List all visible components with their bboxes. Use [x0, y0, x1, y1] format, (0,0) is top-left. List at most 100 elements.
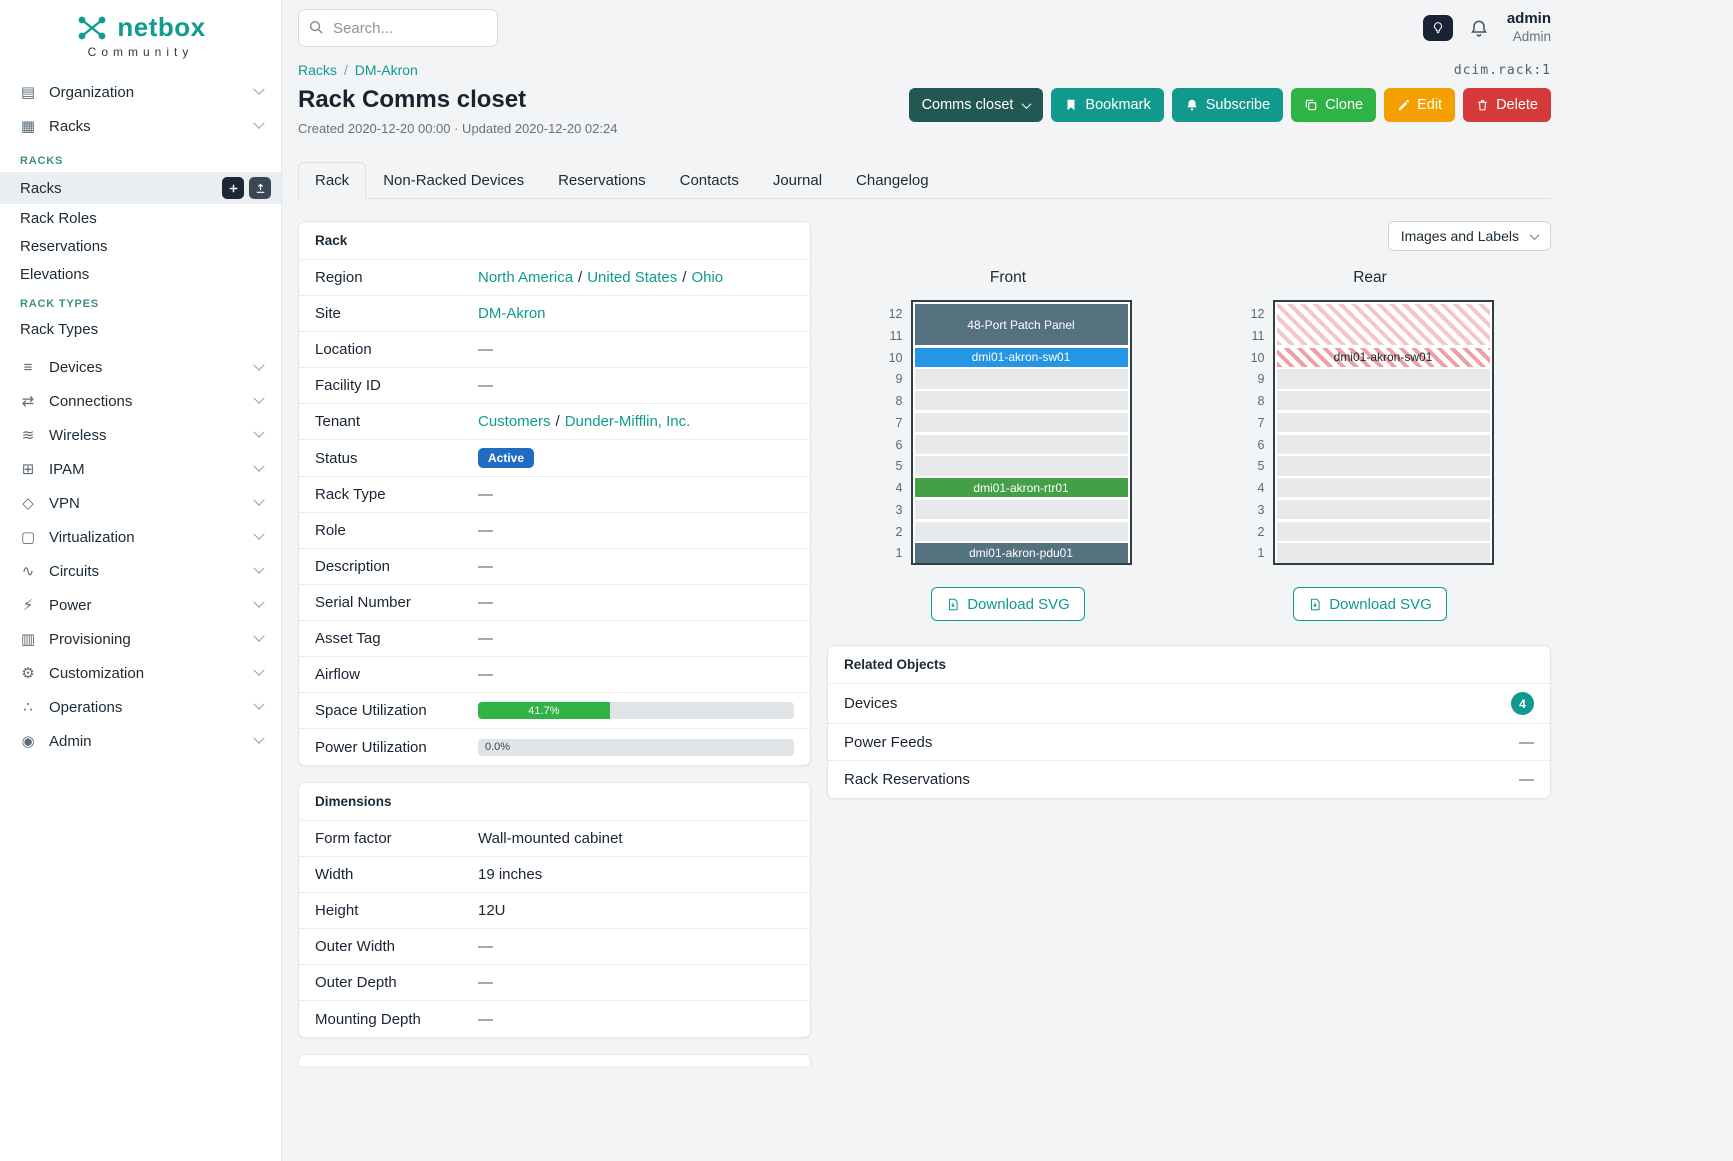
- rack-device-hatched: [1276, 304, 1490, 345]
- empty-unit-slot[interactable]: [914, 369, 1128, 389]
- space-utilization-bar: 41.7%: [478, 702, 794, 719]
- status-badge: Active: [478, 448, 535, 468]
- sidebar-item-ipam[interactable]: ⊞ IPAM: [0, 452, 281, 486]
- rack-device-dmi01-akron-sw01[interactable]: dmi01-akron-sw01: [914, 347, 1128, 367]
- sidebar-item-organization[interactable]: ▤ Organization: [0, 75, 281, 109]
- empty-unit-slot[interactable]: [914, 521, 1128, 541]
- theme-toggle-button[interactable]: [1422, 15, 1453, 41]
- sidebar-item-connections[interactable]: ⇄ Connections: [0, 384, 281, 418]
- empty-unit-slot[interactable]: [1276, 391, 1490, 411]
- download-svg-rear-button[interactable]: Download SVG: [1293, 587, 1447, 621]
- elevation-display-select[interactable]: Images and Labels: [1387, 221, 1551, 251]
- empty-unit-slot[interactable]: [914, 412, 1128, 432]
- panel-title: Dimensions: [299, 783, 810, 821]
- sidebar-item-vpn[interactable]: ◇ VPN: [0, 486, 281, 520]
- site-link[interactable]: DM-Akron: [478, 305, 546, 322]
- region-link[interactable]: United States: [587, 269, 678, 286]
- object-id: dcim.rack:1: [1453, 62, 1551, 78]
- rack-device-dmi01-akron-pdu01[interactable]: dmi01-akron-pdu01: [914, 543, 1128, 563]
- bookmark-button[interactable]: Bookmark: [1051, 88, 1164, 122]
- empty-unit-slot[interactable]: [1276, 478, 1490, 498]
- rack-elevations: Front 12 11 10 9 8 7 6 5 4 3 2 1 48-Port Patch Pane…: [827, 269, 1551, 621]
- section-title-rack-types: RACK TYPES: [20, 298, 99, 310]
- unit-numbers: 12 11 10 9 8 7 6 5 4 3 2 1: [1247, 300, 1265, 565]
- sidebar-item-circuits[interactable]: ∿ Circuits: [0, 554, 281, 588]
- brand: netbox Community: [0, 12, 281, 59]
- clone-button[interactable]: Clone: [1291, 88, 1377, 122]
- page-title: Rack Comms closet: [298, 86, 527, 113]
- empty-unit-slot[interactable]: [1276, 369, 1490, 389]
- tab-journal[interactable]: Journal: [772, 172, 823, 189]
- user-menu[interactable]: admin Admin: [1507, 10, 1551, 46]
- sidebar-item-devices[interactable]: ≡ Devices: [0, 351, 281, 384]
- breadcrumb-site-link[interactable]: DM-Akron: [354, 62, 418, 78]
- sidebar-subitem-rack-roles[interactable]: Rack Roles: [20, 209, 97, 227]
- subscribe-button[interactable]: Subscribe: [1171, 88, 1284, 122]
- tenant-link[interactable]: Dunder-Mifflin, Inc.: [564, 413, 691, 430]
- region-link[interactable]: Ohio: [691, 269, 724, 286]
- related-devices-row[interactable]: Devices 4: [828, 684, 1550, 724]
- empty-unit-slot[interactable]: [914, 391, 1128, 411]
- unit-number: 12: [1250, 307, 1265, 321]
- pencil-icon: [1397, 99, 1410, 112]
- power-icon: ⚡: [22, 597, 34, 614]
- netbox-logo-icon: [75, 13, 109, 43]
- unit-number: 7: [895, 415, 903, 430]
- empty-unit-slot[interactable]: [1276, 499, 1490, 519]
- sidebar-item-power[interactable]: ⚡ Power: [0, 588, 281, 622]
- tab-contacts[interactable]: Contacts: [679, 172, 739, 189]
- region-link[interactable]: North America: [478, 269, 574, 286]
- download-svg-front-button[interactable]: Download SVG: [931, 587, 1085, 621]
- breadcrumb-racks-link[interactable]: Racks: [298, 62, 337, 78]
- tab-non-racked-devices[interactable]: Non-Racked Devices: [383, 172, 525, 189]
- tab-rack[interactable]: Rack: [298, 162, 367, 199]
- related-rack-reservations-row[interactable]: Rack Reservations —: [844, 771, 1534, 788]
- sidebar-nav: ▤ Organization ▦ Racks RACKS Racks: [0, 75, 281, 758]
- rack-device-dmi01-akron-sw01[interactable]: dmi01-akron-sw01: [1276, 347, 1490, 367]
- empty-unit-slot[interactable]: [1276, 543, 1490, 563]
- sidebar-subitem-rack-types[interactable]: Rack Types: [20, 320, 99, 338]
- unit-number: 7: [1257, 415, 1265, 430]
- empty-unit-slot[interactable]: [1276, 434, 1490, 454]
- unit-number: 10: [888, 350, 903, 365]
- table-row: Outer Width —: [299, 929, 810, 965]
- edit-button[interactable]: Edit: [1384, 88, 1456, 122]
- sidebar-subitem-reservations[interactable]: Reservations: [20, 237, 108, 255]
- brand-community-label: Community: [87, 45, 194, 59]
- elevation-title: Front: [989, 269, 1027, 286]
- sidebar-item-wireless[interactable]: ≋ Wireless: [0, 418, 281, 452]
- brand-name[interactable]: netbox: [117, 12, 206, 42]
- delete-button[interactable]: Delete: [1463, 88, 1551, 122]
- tenant-group-link[interactable]: Customers: [478, 413, 551, 430]
- sidebar-item-operations[interactable]: ∴ Operations: [0, 690, 281, 724]
- sidebar-subitem-elevations[interactable]: Elevations: [20, 265, 90, 283]
- rack-device-dmi01-akron-rtr01[interactable]: dmi01-akron-rtr01: [914, 478, 1128, 498]
- empty-unit-slot[interactable]: [1276, 456, 1490, 476]
- sidebar-item-provisioning[interactable]: ▥ Provisioning: [0, 622, 281, 656]
- sidebar-item-admin[interactable]: ◉ Admin: [0, 724, 281, 758]
- related-power-feeds-row[interactable]: Power Feeds —: [828, 724, 1550, 761]
- sidebar-item-racks[interactable]: ▦ Racks: [0, 109, 281, 143]
- empty-unit-slot[interactable]: [914, 434, 1128, 454]
- rack-device-48-Port Patch Panel[interactable]: 48-Port Patch Panel: [914, 304, 1128, 345]
- tab-changelog[interactable]: Changelog: [856, 172, 929, 189]
- tab-reservations[interactable]: Reservations: [558, 172, 646, 189]
- notifications-bell-icon[interactable]: [1469, 18, 1489, 38]
- empty-unit-slot[interactable]: [1276, 412, 1490, 432]
- add-rack-button[interactable]: [222, 177, 244, 199]
- table-row: Status Active: [299, 440, 810, 477]
- unit-number: 2: [1257, 524, 1265, 539]
- sidebar-item-customization[interactable]: ⚙ Customization: [0, 656, 281, 690]
- sidebar-subitem-racks[interactable]: Racks: [0, 172, 281, 204]
- sidebar-item-virtualization[interactable]: ▢ Virtualization: [0, 520, 281, 554]
- table-row: Height 12U: [299, 893, 810, 929]
- empty-unit-slot[interactable]: [914, 499, 1128, 519]
- section-title-racks: RACKS: [20, 155, 64, 167]
- elevation-title: Rear: [1353, 269, 1387, 286]
- user-name: admin: [1506, 10, 1551, 28]
- import-racks-button[interactable]: [249, 177, 271, 199]
- search-input[interactable]: [298, 9, 498, 47]
- empty-unit-slot[interactable]: [1276, 521, 1490, 541]
- rack-selector-dropdown[interactable]: Comms closet: [908, 88, 1044, 122]
- empty-unit-slot[interactable]: [914, 456, 1128, 476]
